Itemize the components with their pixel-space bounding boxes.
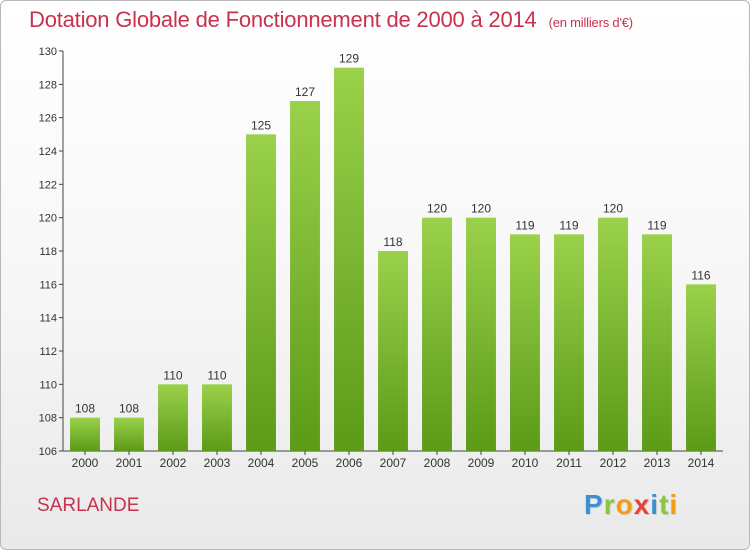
data-label: 110 xyxy=(207,368,226,382)
bar-2000 xyxy=(70,417,100,451)
y-tick-label: 126 xyxy=(39,113,57,125)
data-label: 108 xyxy=(119,402,139,416)
data-label: 118 xyxy=(383,235,402,249)
logo-letter: i xyxy=(650,489,660,520)
bar-2010 xyxy=(510,234,540,451)
bars xyxy=(70,67,716,452)
x-tick-label: 2000 xyxy=(72,456,99,470)
x-tick-label: 2007 xyxy=(380,456,407,470)
y-tick-label: 114 xyxy=(39,313,57,325)
bar-2007 xyxy=(378,251,408,451)
x-tick-label: 2012 xyxy=(600,456,627,470)
data-label: 120 xyxy=(603,202,623,216)
bar-2003 xyxy=(202,384,232,451)
labels: 108 2000 108 2001 110 2002 110 2003 125 2004 127 20… xyxy=(72,52,715,470)
bar-2008 xyxy=(422,217,452,451)
bar-2012 xyxy=(598,217,628,451)
logo-letter: r xyxy=(603,489,616,520)
y-tick-label: 116 xyxy=(39,279,57,291)
logo-letter: P xyxy=(584,489,604,520)
logo-letter: o xyxy=(615,489,634,520)
x-tick-label: 2004 xyxy=(248,456,275,470)
logo-letter: x xyxy=(633,489,651,520)
proxiti-logo: Proxiti xyxy=(584,489,678,521)
bar-2001 xyxy=(114,417,144,451)
y-tick-label: 106 xyxy=(39,446,57,458)
bar-2004 xyxy=(246,134,276,452)
x-tick-label: 2013 xyxy=(644,456,671,470)
data-label: 120 xyxy=(427,202,447,216)
data-label: 127 xyxy=(295,85,315,99)
x-tick-label: 2008 xyxy=(424,456,451,470)
y-tick-label: 118 xyxy=(39,246,57,258)
x-tick-label: 2005 xyxy=(292,456,319,470)
data-label: 120 xyxy=(471,202,491,216)
x-tick-label: 2010 xyxy=(512,456,539,470)
x-tick-label: 2002 xyxy=(160,456,187,470)
data-label: 110 xyxy=(163,368,182,382)
chart-title-text: Dotation Globale de Fonctionnement de 20… xyxy=(29,7,537,32)
x-tick-label: 2009 xyxy=(468,456,495,470)
data-label: 119 xyxy=(515,218,534,232)
x-tick-label: 2006 xyxy=(336,456,363,470)
y-tick-label: 110 xyxy=(39,379,57,391)
city-name: SARLANDE xyxy=(37,495,140,516)
chart-title: Dotation Globale de Fonctionnement de 20… xyxy=(29,7,633,33)
y-tick-label: 120 xyxy=(39,213,57,225)
y-tick-label: 128 xyxy=(39,79,57,91)
data-label: 119 xyxy=(559,218,578,232)
bar-2013 xyxy=(642,234,672,451)
data-label: 119 xyxy=(647,218,666,232)
x-tick-label: 2001 xyxy=(116,456,143,470)
chart-subtitle: (en milliers d'€) xyxy=(548,15,634,30)
x-tick-label: 2011 xyxy=(556,456,582,470)
y-tick-label: 122 xyxy=(39,179,57,191)
y-tick-label: 130 xyxy=(39,46,57,58)
y-tick-label: 112 xyxy=(39,346,57,358)
data-label: 116 xyxy=(691,268,710,282)
y-tick-label: 108 xyxy=(39,413,57,425)
bar-2014 xyxy=(686,284,716,451)
x-tick-label: 2003 xyxy=(204,456,231,470)
data-label: 125 xyxy=(251,118,271,132)
bar-2005 xyxy=(290,101,320,451)
data-label: 129 xyxy=(339,52,359,66)
data-label: 108 xyxy=(75,402,95,416)
x-tick-label: 2014 xyxy=(688,456,715,470)
bar-2006 xyxy=(334,67,364,452)
logo-letter: i xyxy=(669,489,679,520)
bar-2011 xyxy=(554,234,584,451)
bar-2009 xyxy=(466,217,496,451)
y-tick-label: 124 xyxy=(39,146,57,158)
bar-2002 xyxy=(158,384,188,451)
logo-letter: t xyxy=(659,489,670,520)
axes: 106 108 110 112 114 116 118 120 122 124 126 128 130 xyxy=(39,46,723,458)
